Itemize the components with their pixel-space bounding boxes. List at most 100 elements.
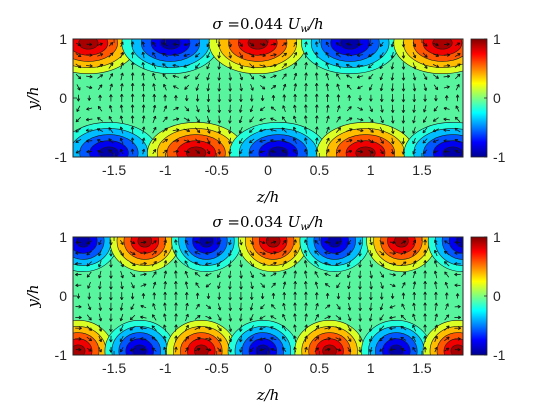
vector-arrowhead	[184, 292, 189, 296]
vector-arrowhead	[153, 260, 157, 265]
vector-arrow	[194, 348, 201, 352]
vector-arrow	[335, 272, 342, 277]
vector-arrow	[270, 251, 277, 255]
vector-arrowhead	[141, 93, 146, 97]
vector-arrowhead	[315, 303, 319, 307]
vector-arrowhead	[259, 128, 263, 133]
vector-arrowhead	[76, 98, 81, 102]
vector-arrow	[206, 149, 211, 155]
vector-arrow	[282, 314, 287, 321]
vector-arrow	[108, 42, 114, 47]
vector-arrow	[400, 261, 407, 267]
vector-arrowhead	[368, 87, 373, 91]
vector-arrow	[281, 138, 287, 144]
vector-arrow	[304, 148, 307, 155]
vector-arrowhead	[402, 271, 407, 276]
vector-arrow	[129, 325, 136, 331]
vector-arrowhead	[86, 149, 90, 154]
vector-arrowhead	[152, 115, 157, 120]
vector-arrow	[185, 281, 188, 289]
vector-arrow	[218, 126, 221, 134]
vector-arrowhead	[390, 66, 395, 70]
panel-1-title: σ =0.044 Uw/h	[212, 15, 323, 35]
vector-arrow	[184, 250, 189, 256]
vector-arrow	[336, 282, 341, 289]
vector-arrowhead	[88, 337, 93, 342]
vector-arrowhead	[423, 260, 427, 264]
vector-arrow	[370, 281, 372, 290]
vector-arrow	[205, 283, 212, 288]
vector-arrow	[130, 282, 135, 289]
vector-arrow	[412, 137, 416, 144]
vector-arrowhead	[380, 241, 385, 245]
vector-arrow	[335, 138, 341, 144]
vector-arrow	[183, 53, 190, 57]
x-tick-label: 0.5	[310, 162, 330, 178]
panel-2-title: σ =0.034 Uw/h	[212, 213, 323, 233]
vector-arrow	[228, 239, 232, 246]
vector-arrowhead	[205, 262, 209, 266]
vector-arrowhead	[109, 275, 113, 279]
vector-arrowhead	[273, 63, 277, 68]
vector-arrow	[443, 107, 450, 110]
vector-arrowhead	[392, 272, 396, 277]
vector-arrowhead	[129, 348, 134, 352]
vector-arrow	[315, 62, 318, 70]
vector-arrowhead	[143, 251, 147, 255]
vector-arrowhead	[336, 94, 341, 98]
vector-arrow	[293, 137, 297, 144]
vector-arrowhead	[119, 137, 124, 142]
vector-arrowhead	[152, 303, 156, 307]
vector-arrowhead	[163, 324, 167, 328]
vector-arrowhead	[455, 293, 460, 297]
vector-arrow	[357, 85, 363, 89]
vector-arrowhead	[250, 285, 254, 290]
vector-arrowhead	[273, 272, 277, 276]
vector-arrowhead	[129, 337, 133, 341]
vector-arrowhead	[315, 336, 320, 340]
vector-arrowhead	[86, 139, 90, 143]
vector-arrowhead	[130, 51, 135, 55]
vector-arrow	[172, 75, 180, 78]
vector-arrow	[120, 347, 124, 353]
vector-arrow	[108, 138, 114, 144]
vector-arrow	[194, 326, 201, 331]
vector-arrow	[435, 302, 437, 311]
vector-arrowhead	[217, 307, 222, 311]
vector-arrowhead	[283, 63, 287, 67]
vector-arrowhead	[119, 307, 124, 311]
vector-arrow	[249, 240, 254, 245]
vector-arrowhead	[89, 53, 93, 57]
vector-arrowhead	[163, 105, 168, 109]
vector-arrow	[185, 303, 188, 311]
vector-arrowhead	[153, 250, 157, 254]
vector-arrow	[304, 51, 307, 59]
vector-arrowhead	[423, 249, 427, 253]
vector-arrowhead	[163, 249, 168, 254]
vector-arrowhead	[347, 317, 352, 322]
vector-arrowhead	[86, 252, 90, 256]
vector-arrow	[142, 104, 145, 113]
vector-arrow	[455, 105, 460, 112]
vector-arrowhead	[239, 297, 243, 301]
vector-arrowhead	[281, 116, 286, 120]
vector-arrow	[195, 282, 200, 289]
vector-arrowhead	[97, 105, 102, 110]
vector-arrow	[250, 281, 253, 289]
vector-arrow	[86, 240, 92, 245]
vector-arrow	[294, 270, 296, 279]
vector-arrow	[108, 73, 113, 80]
vector-arrow	[379, 62, 384, 70]
vector-arrowhead	[454, 116, 459, 121]
vector-arrow	[400, 251, 407, 255]
vector-arrowhead	[412, 43, 416, 48]
vector-arrowhead	[205, 284, 210, 288]
x-tick-label: 1.5	[412, 360, 432, 376]
vector-arrow	[391, 51, 394, 59]
vector-arrowhead	[119, 317, 124, 322]
vector-arrowhead	[238, 130, 243, 134]
vector-arrowhead	[249, 348, 253, 353]
vector-arrow	[140, 316, 147, 319]
vector-arrowhead	[454, 240, 458, 245]
vector-arrow	[229, 51, 232, 59]
